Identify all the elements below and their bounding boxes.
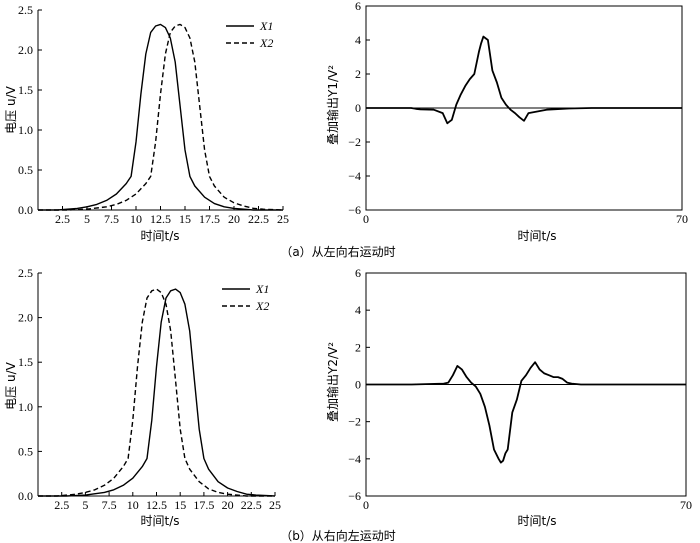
panel-b-right-chart: 叠加输出Y2/V² 时间t/s −6 −4 −2 0 2 4 6 0 70: [325, 266, 692, 528]
panel-b-left-ylabel: 电压 u/V: [4, 361, 18, 409]
panel-b-left-xlabel: 时间t/s: [140, 514, 179, 528]
y-tick-label: 2.0: [18, 43, 33, 57]
y-tick-label: 0: [355, 378, 361, 392]
x-tick-label: 5: [82, 498, 88, 512]
x-tick-label: 20: [228, 212, 240, 226]
series-line-2: [38, 23, 284, 211]
legend-label: X1: [259, 19, 273, 33]
x-tick-label: 25: [277, 212, 289, 226]
series-line-1: [38, 23, 283, 211]
x-tick-label: 17.5: [199, 212, 220, 226]
y-tick-label: −4: [348, 169, 361, 183]
series-line-1: [38, 288, 276, 497]
x-tick-label: 12.5: [146, 498, 167, 512]
panel-b-left-chart: 电压 u/V 时间t/s 0.0 0.5 1.0 1.5 2.0 2.5 2.5 5 7.5 10…: [4, 266, 281, 528]
y-tick-label: 6: [355, 0, 361, 13]
y-tick-label: −6: [348, 203, 361, 217]
legend-label: X2: [255, 299, 269, 313]
y-tick-label: −4: [348, 452, 361, 466]
y-tick-label: −2: [348, 415, 361, 429]
y-tick-label: 0: [355, 101, 361, 115]
x-tick-label: 22.5: [241, 498, 262, 512]
x-tick-label: 15: [174, 498, 186, 512]
x-tick-label: 70: [680, 498, 692, 512]
y-tick-label: 1.0: [18, 123, 33, 137]
panel-a-right-ylabel: 叠加输出Y1/V²: [325, 65, 340, 145]
x-tick-label: 7.5: [104, 212, 119, 226]
x-tick-label: 10: [127, 498, 139, 512]
y-tick-label: 2: [355, 340, 361, 354]
x-tick-label: 0: [363, 498, 369, 512]
x-tick-label: 10: [130, 212, 142, 226]
y-tick-label: 2.5: [18, 3, 33, 17]
panel-a-right-xlabel: 时间t/s: [517, 229, 556, 243]
y-tick-label: 2.5: [18, 266, 33, 280]
panel-a-left-ylabel: 电压 u/V: [4, 85, 18, 133]
y-tick-label: 2: [355, 67, 361, 81]
series-line-1: [366, 361, 686, 464]
y-tick-label: 4: [355, 303, 361, 317]
caption-a: （a）从左向右运动时: [280, 244, 395, 259]
x-tick-label: 2.5: [55, 212, 70, 226]
panel-b-right-ylabel: 叠加输出Y2/V²: [325, 342, 340, 422]
y-tick-label: 4: [355, 33, 361, 47]
x-tick-label: 15: [179, 212, 191, 226]
x-tick-label: 22.5: [248, 212, 269, 226]
y-tick-label: 0.0: [18, 489, 33, 503]
x-tick-label: 25: [269, 498, 281, 512]
y-tick-label: 0.5: [18, 444, 33, 458]
y-tick-label: 1.5: [18, 355, 33, 369]
caption-b: （b）从右向左运动时: [280, 528, 396, 543]
x-tick-label: 70: [676, 212, 688, 226]
series-line-2: [38, 288, 275, 497]
y-tick-label: 0.5: [18, 163, 33, 177]
panel-b-right-xlabel: 时间t/s: [517, 514, 556, 528]
y-tick-label: 0.0: [18, 203, 33, 217]
y-tick-label: −6: [348, 489, 361, 503]
y-tick-label: 1.5: [18, 83, 33, 97]
panel-a-left-xlabel: 时间t/s: [140, 229, 179, 243]
x-tick-label: 0: [363, 212, 369, 226]
y-tick-label: −2: [348, 135, 361, 149]
x-tick-label: 2.5: [54, 498, 69, 512]
series-line-1: [366, 35, 682, 125]
y-tick-label: 1.0: [18, 400, 33, 414]
y-tick-label: 6: [355, 266, 361, 280]
x-tick-label: 5: [84, 212, 90, 226]
panel-a-right-chart: 叠加输出Y1/V² 时间t/s −6 −4 −2 0 2 4 6 0 70: [325, 0, 688, 243]
x-tick-label: 7.5: [102, 498, 117, 512]
legend-label: X1: [255, 282, 269, 296]
x-tick-label: 12.5: [150, 212, 171, 226]
y-tick-label: 2.0: [18, 311, 33, 325]
panel-a-left-chart: 电压 u/V 时间t/s 0.0 0.5 1.0 1.5 2.0 2.5 2.5 5 7.5 10…: [4, 3, 289, 243]
x-tick-label: 20: [222, 498, 234, 512]
x-tick-label: 17.5: [193, 498, 214, 512]
legend-label: X2: [259, 36, 273, 50]
